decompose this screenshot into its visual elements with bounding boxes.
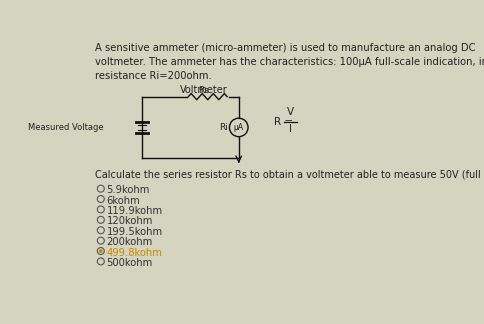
- Text: 5.9kohm: 5.9kohm: [106, 185, 150, 195]
- Text: Rs: Rs: [198, 86, 209, 95]
- Text: Measured Voltage: Measured Voltage: [28, 123, 103, 132]
- Text: 200kohm: 200kohm: [106, 237, 153, 247]
- Text: Voltmeter: Voltmeter: [180, 85, 228, 95]
- Text: 500kohm: 500kohm: [106, 258, 153, 268]
- Circle shape: [99, 249, 103, 253]
- Text: 499.8kohm: 499.8kohm: [106, 248, 163, 258]
- Text: μA: μA: [234, 123, 244, 132]
- Text: R =: R =: [273, 117, 293, 127]
- Text: Ri: Ri: [219, 123, 228, 132]
- Text: 119.9kohm: 119.9kohm: [106, 206, 163, 216]
- Text: V: V: [287, 108, 294, 117]
- Text: 6kohm: 6kohm: [106, 196, 140, 205]
- Text: 199.5kohm: 199.5kohm: [106, 227, 163, 237]
- Text: A sensitive ammeter (micro-ammeter) is used to manufacture an analog DC
voltmete: A sensitive ammeter (micro-ammeter) is u…: [95, 43, 484, 81]
- Text: Calculate the series resistor Rs to obtain a voltmeter able to measure 50V (full: Calculate the series resistor Rs to obta…: [95, 170, 484, 180]
- Text: 120kohm: 120kohm: [106, 216, 153, 226]
- Text: I: I: [289, 123, 292, 133]
